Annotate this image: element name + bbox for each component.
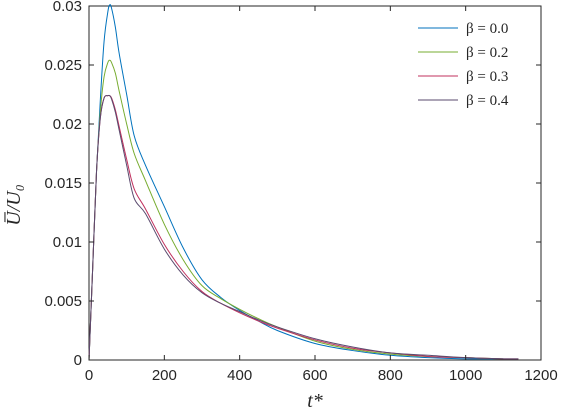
x-tick-label: 600	[302, 367, 327, 384]
y-tick-label: 0.025	[44, 57, 82, 74]
series-line-1	[88, 59, 504, 361]
y-tick-label: 0.01	[53, 234, 82, 251]
y-axis-label: U̅/U₀	[3, 184, 25, 225]
legend-label-3: β = 0.4	[466, 93, 509, 109]
plot-area: 0 200 400 600 800 1000 1200 0 0.005 0.01 0.015 0.0…	[44, 0, 557, 384]
y-tick-label: 0.02	[53, 116, 82, 133]
x-tick-label: 400	[227, 367, 252, 384]
y-tick-label: 0.005	[44, 293, 82, 310]
legend-items: β = 0.0 β = 0.2 β = 0.3 β = 0.4	[418, 21, 509, 109]
y-tick-label: 0	[74, 352, 82, 369]
legend: β = 0.0 β = 0.2 β = 0.3 β = 0.4	[409, 12, 533, 109]
legend-label-1: β = 0.2	[466, 45, 508, 61]
x-tick-label: 800	[378, 367, 403, 384]
x-tick-label: 1200	[524, 367, 557, 384]
x-axis-ticks: 0 200 400 600 800 1000 1200	[85, 6, 558, 384]
x-tick-label: 0	[85, 367, 93, 384]
y-tick-label: 0.015	[44, 175, 82, 192]
x-tick-label: 200	[152, 367, 177, 384]
y-tick-label: 0.03	[53, 0, 82, 15]
x-axis-label: t*	[307, 390, 323, 412]
series-layer	[88, 4, 519, 361]
series-line-3	[88, 94, 519, 361]
legend-label-2: β = 0.3	[466, 69, 508, 85]
series-line-0	[88, 4, 504, 361]
y-axis-ticks: 0 0.005 0.01 0.015 0.02 0.025 0.03	[44, 0, 541, 369]
x-tick-label: 1000	[449, 367, 482, 384]
legend-label-0: β = 0.0	[466, 21, 508, 37]
